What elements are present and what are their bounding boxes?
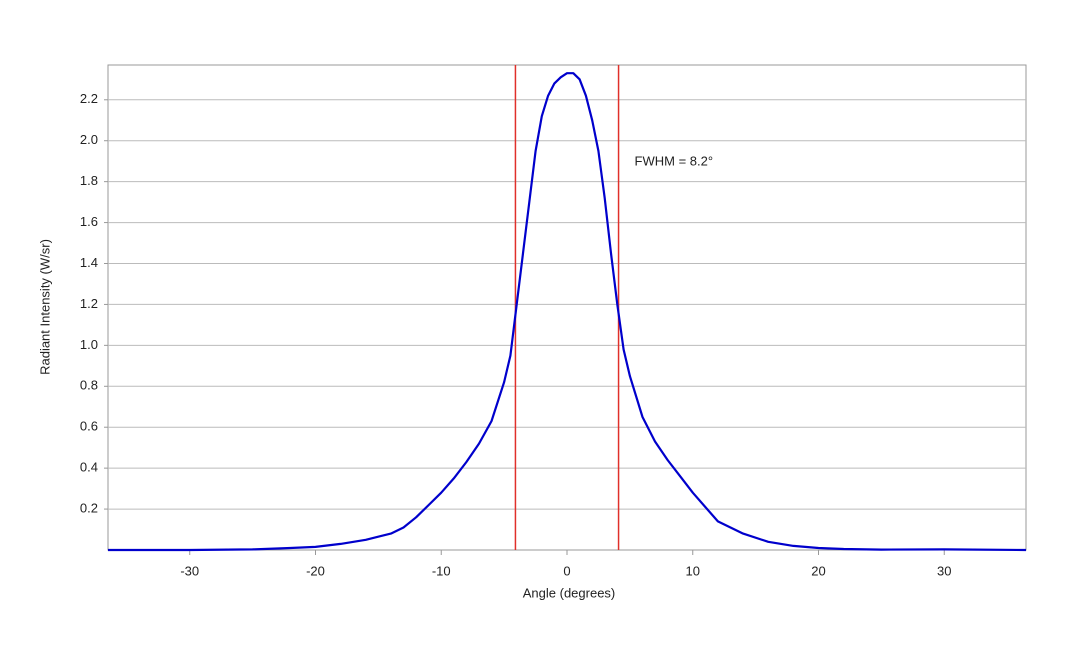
y-tick-label: 0.2 <box>80 501 98 516</box>
y-tick-label: 0.8 <box>80 378 98 393</box>
x-tick-label: -10 <box>432 563 451 578</box>
y-tick-label: 1.2 <box>80 296 98 311</box>
x-tick-label: -20 <box>306 563 325 578</box>
x-tick-label: 20 <box>811 563 825 578</box>
x-tick-label: 30 <box>937 563 951 578</box>
y-tick-label: 2.0 <box>80 132 98 147</box>
plot-frame <box>107 64 1027 551</box>
y-tick-label: 1.8 <box>80 173 98 188</box>
y-tick-label: 0.6 <box>80 419 98 434</box>
x-axis-label: Angle (degrees) <box>523 585 616 600</box>
annotation: FWHM = 8.2° <box>635 153 714 168</box>
x-tick-label: 10 <box>686 563 700 578</box>
y-tick-label: 1.0 <box>80 337 98 352</box>
x-tick-label: 0 <box>563 563 570 578</box>
y-tick-label: 0.4 <box>80 460 98 475</box>
y-axis-label: Radiant Intensity (W/sr) <box>37 239 52 375</box>
y-tick-label: 1.6 <box>80 214 98 229</box>
y-tick-label: 2.2 <box>80 91 98 106</box>
data-line <box>108 72 1027 552</box>
x-tick-label: -30 <box>180 563 199 578</box>
y-tick-label: 1.4 <box>80 255 98 270</box>
